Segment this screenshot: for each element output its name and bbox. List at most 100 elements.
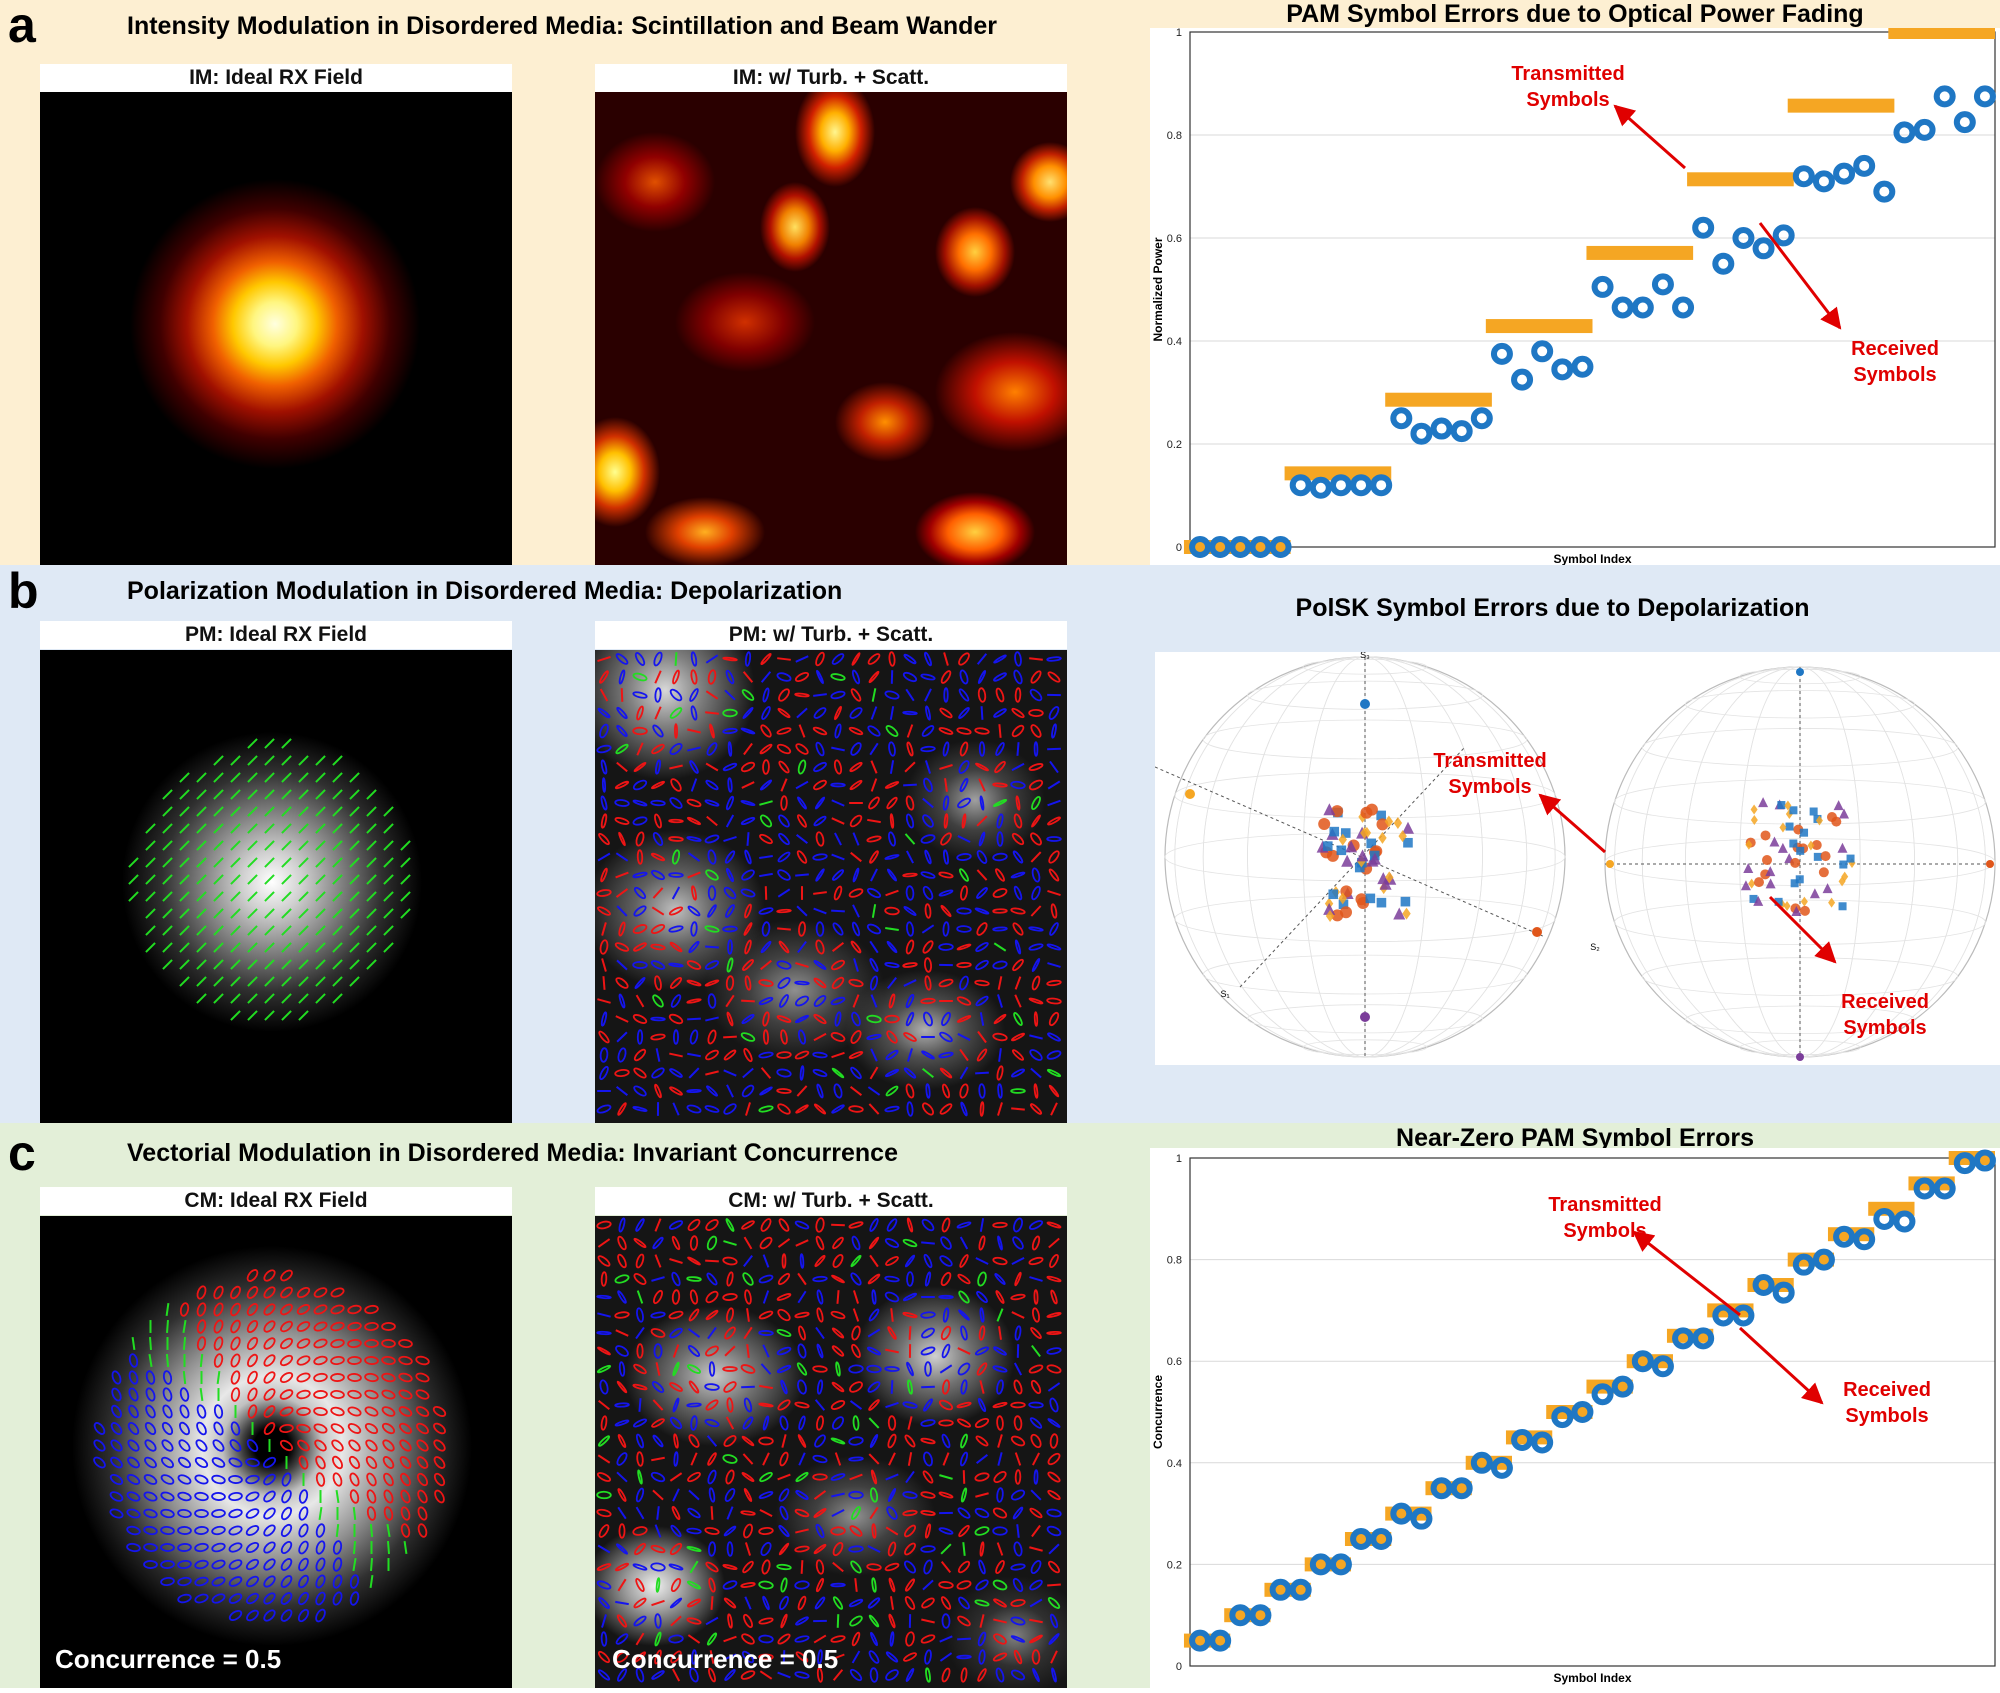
polarization-line: [778, 889, 789, 896]
polarization-line: [942, 1562, 951, 1573]
polarization-ellipse: [262, 1336, 276, 1350]
polarization-ellipse: [365, 1472, 377, 1487]
annotation-received-line-0: Received: [1841, 991, 1929, 1013]
polarization-ellipse: [669, 1542, 683, 1556]
polarization-ellipse: [601, 1272, 606, 1286]
polarization-ellipse: [796, 1472, 809, 1483]
polarization-ellipse: [398, 1405, 413, 1418]
polarization-ellipse: [885, 1562, 900, 1571]
polarization-ellipse: [957, 652, 971, 667]
polarization-line: [707, 817, 717, 826]
polarization-line: [265, 841, 274, 850]
polarization-ellipse: [742, 1523, 753, 1538]
polarization-ellipse: [957, 996, 972, 1007]
polarization-ellipse: [279, 1439, 294, 1452]
polarization-ellipse: [262, 1456, 277, 1469]
polarization-line: [981, 1012, 983, 1025]
polarization-ellipse: [816, 1560, 825, 1575]
polarization-line: [133, 1337, 135, 1350]
polarization-line: [870, 1067, 877, 1079]
polarization-ellipse: [850, 1066, 863, 1079]
polarization-ellipse: [742, 1472, 754, 1482]
polarization-ellipse: [262, 1540, 276, 1554]
polarization-ellipse: [831, 976, 845, 990]
polarization-ellipse: [1034, 1290, 1038, 1304]
polarization-ellipse: [975, 959, 989, 971]
polarization-ellipse: [401, 1523, 411, 1537]
polarization-ellipse: [943, 796, 949, 810]
polarization-line: [777, 928, 791, 929]
polarization-ellipse: [212, 1438, 226, 1452]
polarization-ellipse: [633, 1363, 647, 1375]
polarization-line: [832, 1053, 845, 1057]
polarization-line: [669, 1054, 682, 1057]
polarization-ellipse: [297, 1407, 310, 1415]
polarization-line: [796, 1240, 808, 1246]
polarization-ellipse: [669, 873, 683, 877]
polarization-line: [960, 1067, 967, 1079]
polarization-ellipse: [655, 760, 661, 774]
polarization-line: [146, 875, 155, 884]
polarization-ellipse: [980, 796, 984, 810]
polarization-ellipse: [921, 1218, 936, 1232]
polarization-line: [888, 978, 896, 989]
polarization-line: [816, 1327, 824, 1338]
polarization-ellipse: [598, 1597, 610, 1609]
polarization-ellipse: [992, 1632, 1007, 1645]
polarization-ellipse: [943, 850, 949, 864]
polarization-ellipse: [1047, 837, 1061, 841]
polarization-ellipse: [669, 688, 683, 702]
polarization-ellipse: [1034, 1084, 1038, 1098]
scattered-vector-ellipses: [595, 1216, 1067, 1688]
polarization-line: [316, 977, 325, 986]
polarization-ellipse: [741, 1582, 755, 1588]
polarization-ellipse: [849, 762, 862, 773]
polarization-ellipse: [1013, 1012, 1024, 1026]
polarization-ellipse: [957, 853, 971, 861]
polarization-line: [690, 1561, 697, 1573]
received-state-square: [1796, 875, 1804, 883]
polarization-ellipse: [813, 1366, 827, 1373]
polarization-ellipse: [1032, 1308, 1040, 1323]
polarization-line: [727, 1507, 732, 1520]
y-tick-label: 1: [1176, 28, 1182, 39]
polarization-ellipse: [213, 1336, 224, 1350]
polarization-line: [1029, 658, 1043, 660]
polarization-ellipse: [888, 832, 896, 847]
polarization-ellipse: [705, 979, 719, 986]
reference-state-point: [1606, 860, 1614, 868]
polarization-ellipse: [651, 960, 666, 971]
polarization-ellipse: [726, 868, 734, 882]
polarization-line: [1029, 1547, 1042, 1550]
polarization-ellipse: [109, 1438, 123, 1452]
polarization-line: [180, 926, 189, 935]
polarization-ellipse: [687, 1471, 701, 1483]
polarization-line: [248, 960, 257, 969]
polarization-line: [248, 790, 257, 799]
polarization-ellipse: [957, 727, 971, 735]
polarization-ellipse: [958, 1525, 970, 1538]
polarization-ellipse: [831, 690, 846, 699]
polarization-ellipse: [903, 1652, 917, 1663]
polarization-ellipse: [315, 1540, 326, 1555]
received-symbol-point: [1655, 276, 1671, 292]
polarization-ellipse: [178, 1544, 191, 1552]
polarization-ellipse: [617, 1236, 628, 1251]
polarization-ellipse: [888, 1614, 895, 1628]
polarization-ellipse: [939, 832, 952, 846]
polarization-ellipse: [706, 1235, 718, 1250]
polarization-ellipse: [817, 1344, 824, 1358]
arrow-received: [1760, 223, 1840, 328]
polarization-ellipse: [759, 814, 773, 829]
polarization-ellipse: [920, 834, 935, 845]
polarization-line: [167, 1320, 168, 1333]
polarization-ellipse: [760, 653, 771, 665]
polarization-ellipse: [849, 1106, 863, 1113]
polarization-ellipse: [1032, 1650, 1039, 1664]
polarization-line: [248, 739, 257, 748]
polarization-line: [265, 994, 274, 1003]
polarization-ellipse: [1047, 1050, 1062, 1061]
polarization-ellipse: [651, 1380, 665, 1393]
polarization-ellipse: [196, 1285, 207, 1300]
polarization-ellipse: [230, 1370, 241, 1384]
